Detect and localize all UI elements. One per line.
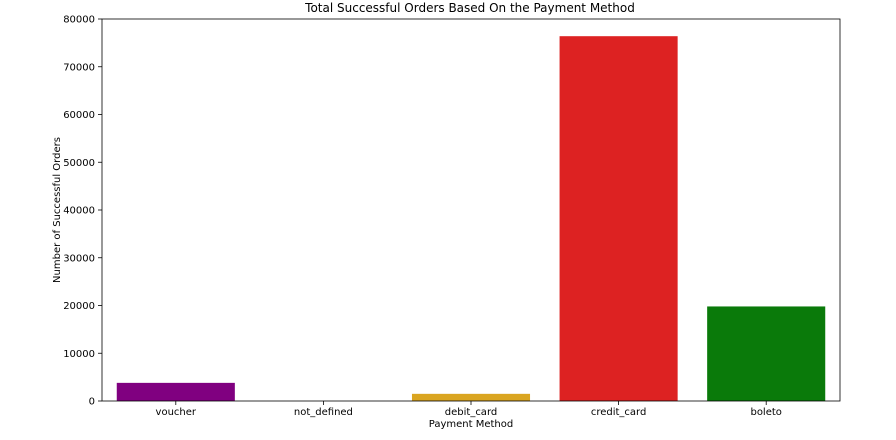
y-tick-label: 40000 [63, 206, 95, 217]
x-tick-label: debit_card [445, 407, 497, 418]
x-tick-label: boleto [750, 407, 781, 418]
y-tick-label: 20000 [63, 301, 95, 312]
bar-boleto [707, 306, 825, 401]
x-axis-title: Payment Method [429, 419, 513, 430]
y-tick-label: 0 [89, 397, 95, 408]
y-axis-title: Number of Successful Orders [52, 137, 63, 283]
y-tick-label: 10000 [63, 349, 95, 360]
x-tick-label: voucher [156, 407, 197, 418]
chart-title: Total Successful Orders Based On the Pay… [304, 1, 635, 15]
bar-credit-card [560, 36, 678, 401]
y-tick-label: 30000 [63, 253, 95, 264]
bar-voucher [117, 383, 235, 401]
x-axis-ticks: voucher not_defined debit_card credit_card b… [156, 401, 782, 418]
x-tick-label: credit_card [591, 407, 647, 418]
y-tick-label: 80000 [63, 15, 95, 26]
x-tick-label: not_defined [294, 407, 353, 418]
y-tick-label: 60000 [63, 110, 95, 121]
bar-debit-card [412, 394, 530, 401]
y-axis-ticks: 0 10000 20000 30000 40000 50000 60000 70000 8000… [63, 15, 102, 408]
y-tick-label: 70000 [63, 62, 95, 73]
y-tick-label: 50000 [63, 158, 95, 169]
bars-layer [117, 36, 825, 401]
